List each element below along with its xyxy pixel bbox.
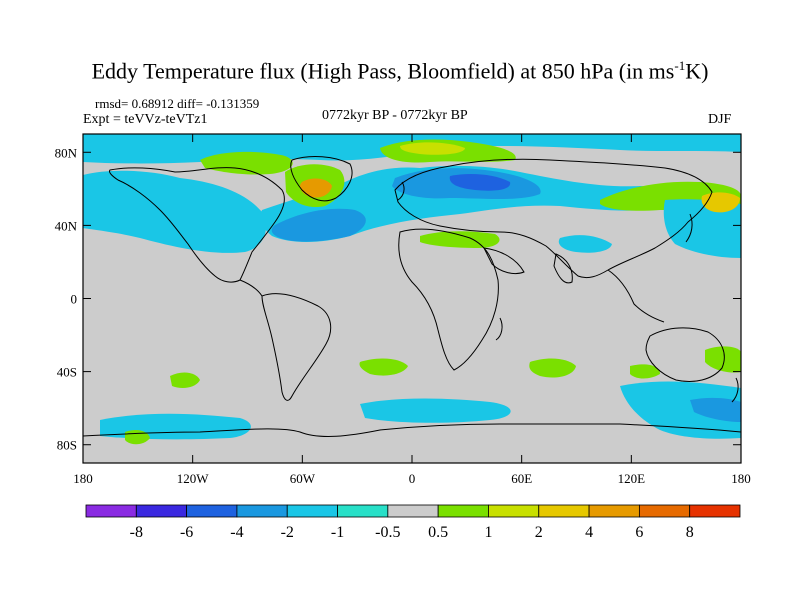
contour-blue-southern-ocean (690, 397, 741, 422)
contour-orange-npac-east (701, 192, 740, 213)
title-superscript: -1 (674, 58, 686, 73)
colorbar-label-8: 2 (535, 524, 543, 541)
experiment-label: Expt = teVVz-teVTz1 (83, 112, 208, 127)
colorbar-label-6: 0.5 (428, 524, 448, 541)
colorbar-swatch-1 (135, 504, 188, 518)
contour-green-canada (200, 151, 293, 175)
coast-north-america (109, 167, 285, 283)
colorbar-swatch-8 (488, 504, 540, 518)
lon-label-1: 120W (177, 471, 210, 486)
colorbar-swatch-4 (286, 504, 338, 518)
contour-green-australia (705, 346, 741, 373)
contour-green-s-pacific (170, 372, 200, 388)
coast-arabia (483, 247, 525, 275)
lon-label-4: 60E (511, 471, 532, 486)
colorbar-label-7: 1 (484, 524, 492, 541)
coast-africa (398, 228, 499, 371)
lat-label-3: 40S (57, 365, 77, 380)
colorbar-label-10: 6 (635, 524, 643, 541)
colorbar-label-9: 4 (585, 524, 593, 541)
plot-title: Eddy Temperature flux (High Pass, Bloomf… (0, 58, 800, 84)
coast-central-america (239, 279, 263, 297)
colorbar-swatch-6 (387, 504, 439, 518)
colorbar: -8 -6 -4 -2 -1 -0.5 0.5 1 2 4 6 8 (85, 504, 741, 541)
contour-cyan-india (558, 235, 612, 253)
contour-yellow-arctic (400, 142, 465, 155)
colorbar-swatch-3 (236, 504, 288, 518)
coast-south-america (261, 293, 332, 401)
lon-label-6: 180 (731, 471, 751, 486)
contour-cyan-southern-ocean-3 (620, 381, 741, 439)
coast-madagascar (495, 317, 503, 341)
lon-label-0: 180 (73, 471, 93, 486)
coast-greenland (290, 156, 353, 202)
rmsd-label: rmsd= 0.68912 diff= -0.131359 (95, 96, 260, 111)
coast-japan (685, 213, 693, 243)
lat-label-0: 80N (55, 145, 78, 160)
flux-contours (83, 134, 741, 445)
colorbar-label-1: -6 (180, 524, 193, 541)
coast-antarctica (83, 423, 741, 437)
lon-label-2: 60W (290, 471, 316, 486)
colorbar-swatch-2 (186, 504, 238, 518)
latitude-axis: 80N 40N 0 40S 80S (55, 145, 741, 453)
colorbar-swatch-7 (437, 504, 489, 518)
colorbar-swatch-0 (85, 504, 137, 518)
coast-uk (397, 181, 405, 201)
coast-new-zealand (731, 377, 739, 403)
longitude-axis: 180 120W 60W 0 60E 120E 180 (73, 134, 751, 486)
contour-cyan-npac-east (663, 199, 741, 258)
colorbar-label-4: -1 (331, 524, 344, 541)
colorbar-swatch-11 (638, 504, 691, 518)
colorbar-swatch-9 (538, 504, 590, 518)
coast-europe-asia (394, 158, 713, 279)
contour-cyan-npacific (83, 170, 266, 253)
lat-label-1: 40N (55, 218, 78, 233)
contour-blue-atlantic (271, 208, 366, 242)
colorbar-label-0: -8 (130, 524, 143, 541)
lat-label-2: 0 (71, 292, 78, 307)
colorbar-label-3: -2 (281, 524, 294, 541)
contour-deepblue-europe (449, 174, 511, 191)
title-main: Eddy Temperature flux (High Pass, Bloomf… (91, 58, 675, 84)
coast-australia (645, 327, 725, 382)
season-label: DJF (708, 112, 732, 127)
coast-india (553, 253, 573, 284)
colorbar-label-5: -0.5 (375, 524, 400, 541)
lon-label-3: 0 (409, 471, 416, 486)
lon-label-5: 120E (618, 471, 646, 486)
contour-cyan-southern-ocean-2 (360, 398, 511, 423)
lat-label-4: 80S (57, 438, 77, 453)
contour-cyan-southern-ocean-1 (100, 413, 251, 440)
title-tail: K) (685, 58, 709, 84)
colorbar-swatch-5 (337, 504, 389, 518)
period-label: 0772kyr BP - 0772kyr BP (322, 108, 468, 123)
contour-green-s-pacific-2 (630, 364, 660, 379)
colorbar-label-2: -4 (230, 524, 243, 541)
contour-orange-greenland (300, 178, 332, 198)
colorbar-swatch-10 (588, 504, 640, 518)
coastlines (83, 156, 741, 437)
colorbar-label-11: 8 (686, 524, 694, 541)
colorbar-swatch-12 (689, 504, 741, 518)
contour-green-s-atlantic (359, 358, 408, 376)
coast-southeast-asia (607, 269, 665, 323)
contour-green-s-indian (529, 358, 576, 378)
